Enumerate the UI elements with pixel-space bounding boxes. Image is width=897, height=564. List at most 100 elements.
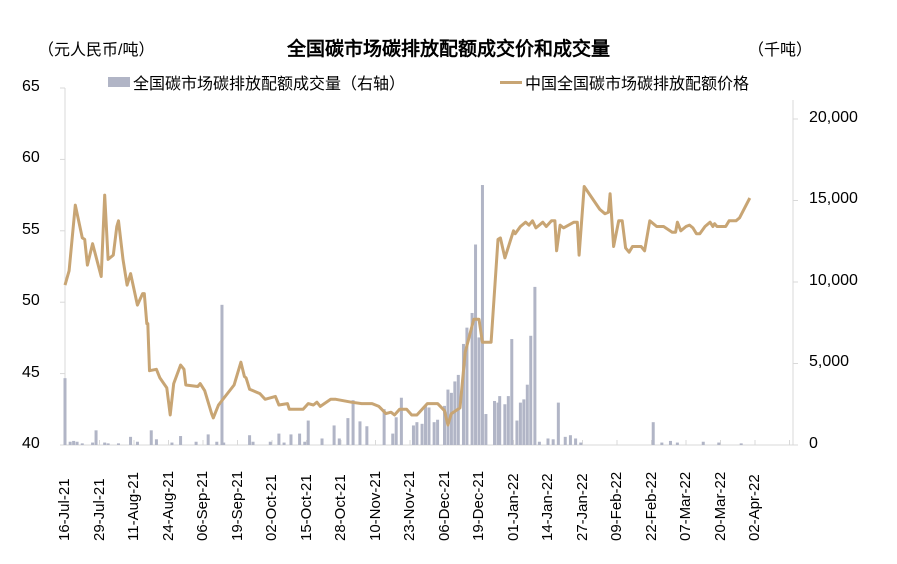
volume-bars <box>63 185 743 445</box>
volume-bar <box>68 441 72 445</box>
left-tick: 55 <box>22 221 40 238</box>
volume-bar <box>480 185 484 445</box>
volume-bar <box>411 425 415 445</box>
volume-bar <box>194 441 198 445</box>
volume-bar <box>277 433 281 445</box>
volume-bar <box>365 426 369 445</box>
volume-bar <box>432 422 436 445</box>
right-tick: 0 <box>809 435 818 452</box>
x-tick-label: 06-Sep-21 <box>194 470 211 541</box>
x-tick-label: 29-Jul-21 <box>90 478 108 541</box>
volume-bar <box>94 430 98 445</box>
x-tick-label: 01-Jan-22 <box>504 473 522 541</box>
volume-bar <box>424 405 428 445</box>
x-tick-label: 19-Dec-21 <box>470 470 487 541</box>
volume-bar <box>518 402 522 445</box>
volume-bar <box>449 392 453 445</box>
volume-bar <box>358 421 362 445</box>
volume-bar <box>465 327 469 445</box>
right-tick: 15,000 <box>809 190 858 207</box>
volume-bar <box>510 339 514 445</box>
volume-bar <box>268 441 272 445</box>
volume-bar <box>103 442 107 445</box>
volume-bar <box>251 441 255 445</box>
x-tick-label: 27-Jan-22 <box>573 473 591 541</box>
volume-bar <box>129 436 133 445</box>
volume-bar <box>515 420 519 445</box>
x-tick-label: 22-Feb-22 <box>642 471 660 541</box>
volume-bar <box>717 442 721 445</box>
x-tick-label: 23-Nov-21 <box>401 470 418 541</box>
volume-bar <box>498 396 502 445</box>
volume-bar <box>477 337 481 445</box>
x-tick-label: 02-Oct-21 <box>263 474 280 541</box>
x-tick-label: 19-Sep-21 <box>228 470 246 541</box>
legend-item-price: 中国全国碳市场碳排放配额价格 <box>500 70 749 94</box>
volume-bar <box>80 443 84 445</box>
volume-bar <box>346 418 350 445</box>
volume-bar <box>415 422 419 445</box>
volume-bar <box>484 414 488 445</box>
axes <box>60 87 798 446</box>
right-tick: 5,000 <box>809 353 850 370</box>
volume-bar <box>220 304 224 445</box>
volume-bar <box>556 402 560 445</box>
volume-bar <box>529 335 533 445</box>
x-tick-label: 06-Dec-21 <box>435 470 453 541</box>
volume-bar <box>303 441 307 445</box>
volume-bar <box>75 441 79 445</box>
left-axis-unit: （元人民币/吨） <box>38 42 155 59</box>
x-tick-label: 10-Nov-21 <box>366 470 384 541</box>
volume-bar <box>701 441 705 445</box>
volume-bar <box>116 443 120 445</box>
left-tick: 50 <box>22 292 40 309</box>
volume-bar <box>651 422 655 445</box>
left-tick: 40 <box>22 435 40 452</box>
volume-bar <box>579 442 583 445</box>
bar-swatch-icon <box>108 77 130 87</box>
volume-bar <box>496 402 500 445</box>
volume-bar <box>391 433 395 445</box>
volume-bar <box>436 419 440 445</box>
volume-bar <box>154 439 158 445</box>
volume-bar <box>427 407 431 445</box>
volume-bar <box>282 442 286 445</box>
volume-bar <box>675 442 679 445</box>
volume-bar <box>248 435 252 445</box>
volume-bar <box>522 399 526 445</box>
volume-bar <box>394 417 398 445</box>
price-line <box>63 185 752 427</box>
left-tick: 60 <box>22 149 40 166</box>
volume-bar <box>135 441 139 445</box>
right-tick: 20,000 <box>809 109 858 126</box>
volume-bar <box>739 443 743 445</box>
volume-bar <box>443 405 446 445</box>
right-axis-unit: （千吨） <box>748 42 813 59</box>
volume-bar <box>420 423 424 445</box>
volume-bar <box>206 434 210 445</box>
x-tick-label: 07-Mar-22 <box>677 471 694 541</box>
left-tick: 65 <box>22 78 40 95</box>
volume-bar <box>289 434 293 445</box>
chart-title: 全国碳市场碳排放配额成交价和成交量 <box>286 39 610 60</box>
volume-bar <box>525 384 529 445</box>
volume-bar <box>533 286 537 445</box>
volume-bar <box>222 442 226 445</box>
left-tick: 45 <box>22 364 40 381</box>
volume-bar <box>470 312 474 445</box>
x-tick-label: 11-Aug-21 <box>125 472 142 541</box>
legend-label-volume: 全国碳市场碳排放配额成交量（右轴） <box>133 76 406 93</box>
right-tick: 10,000 <box>809 272 858 289</box>
volume-bar <box>170 442 174 445</box>
volume-bar <box>568 435 572 445</box>
x-tick-label: 20-Mar-22 <box>711 471 729 541</box>
volume-bar <box>337 438 341 445</box>
volume-bar <box>215 441 219 445</box>
x-tick-label: 15-Oct-21 <box>297 474 315 541</box>
volume-bar <box>453 381 457 445</box>
volume-bar <box>332 425 336 445</box>
volume-bar <box>474 244 478 445</box>
line-swatch-icon <box>500 80 522 84</box>
volume-bar <box>546 438 550 445</box>
volume-bar <box>668 440 672 445</box>
